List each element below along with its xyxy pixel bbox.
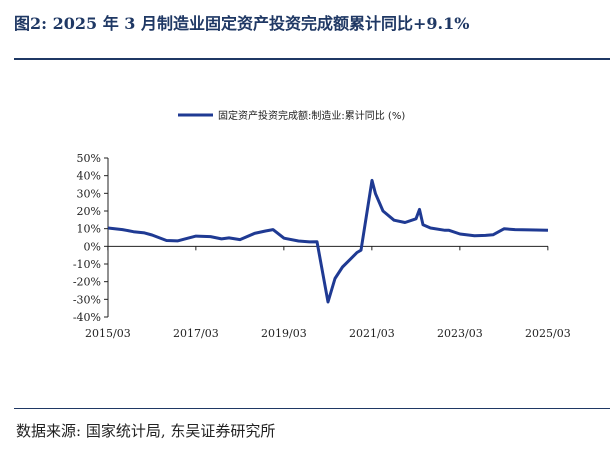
y-tick-label: 30% bbox=[77, 187, 101, 200]
axes bbox=[104, 157, 549, 318]
footer-rule bbox=[14, 408, 610, 409]
x-tick-label: 2017/03 bbox=[173, 327, 219, 340]
y-tick-label: 10% bbox=[77, 223, 101, 236]
x-tick-label: 2025/03 bbox=[525, 327, 571, 340]
y-tick-label: -10% bbox=[73, 258, 101, 271]
series-line bbox=[107, 178, 549, 304]
y-tick-label: -20% bbox=[73, 276, 101, 289]
legend: 固定资产投资完成额:制造业:累计同比 (%) bbox=[178, 109, 405, 122]
x-tick-label: 2023/03 bbox=[437, 327, 483, 340]
title-rule bbox=[14, 58, 610, 60]
source-note: 数据来源: 国家统计局, 东吴证券研究所 bbox=[16, 422, 276, 440]
y-tick-label: -30% bbox=[73, 293, 101, 306]
y-tick-label: 20% bbox=[77, 205, 101, 218]
tick-labels: 50% 40% 30% 20% 10% 0% -10% -20% -30% -40% 2015/03… bbox=[73, 152, 571, 340]
legend-label: 固定资产投资完成额:制造业:累计同比 (%) bbox=[218, 109, 405, 122]
x-tick-label: 2021/03 bbox=[349, 327, 395, 340]
y-tick-label: 0% bbox=[84, 240, 101, 253]
figure-title: 图2: 2025 年 3 月制造业固定资产投资完成额累计同比+9.1% bbox=[14, 14, 470, 33]
x-tick-label: 2015/03 bbox=[85, 327, 131, 340]
y-tick-label: 40% bbox=[77, 170, 101, 183]
x-tick-label: 2019/03 bbox=[261, 327, 307, 340]
y-tick-label: 50% bbox=[77, 152, 101, 165]
y-tick-label: -40% bbox=[73, 311, 101, 324]
